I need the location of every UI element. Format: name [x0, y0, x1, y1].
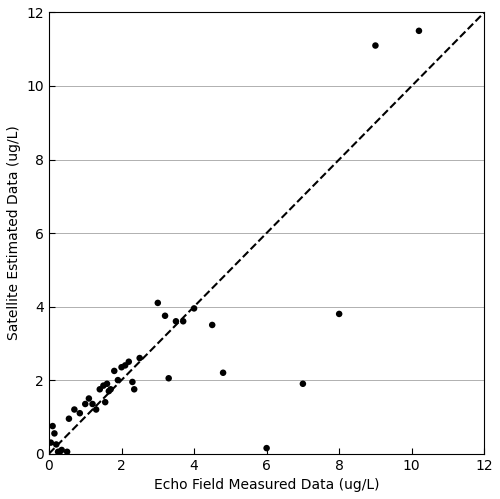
- Point: [85, 395, 93, 403]
- Point: [56, 448, 64, 456]
- Point: [82, 400, 90, 408]
- Point: [125, 358, 133, 366]
- Point: [190, 304, 198, 312]
- Point: [96, 385, 104, 393]
- Point: [154, 299, 162, 307]
- Point: [65, 415, 73, 423]
- Point: [63, 448, 71, 456]
- Point: [179, 317, 187, 325]
- Point: [372, 41, 380, 49]
- Point: [114, 376, 122, 384]
- X-axis label: Echo Field Measured Data (ug/L): Echo Field Measured Data (ug/L): [154, 478, 380, 492]
- Point: [128, 378, 136, 386]
- Point: [415, 27, 423, 35]
- Point: [103, 380, 111, 388]
- Point: [76, 409, 84, 417]
- Point: [335, 310, 343, 318]
- Point: [50, 430, 58, 438]
- Point: [172, 317, 180, 325]
- Point: [136, 354, 143, 362]
- Point: [118, 363, 126, 371]
- Point: [110, 367, 118, 375]
- Point: [52, 441, 60, 449]
- Point: [101, 398, 109, 406]
- Point: [208, 321, 216, 329]
- Point: [164, 374, 172, 382]
- Point: [105, 387, 113, 395]
- Point: [58, 446, 66, 454]
- Y-axis label: Satellite Estimated Data (ug/L): Satellite Estimated Data (ug/L): [7, 126, 21, 340]
- Point: [92, 406, 100, 414]
- Point: [130, 385, 138, 393]
- Point: [100, 382, 108, 390]
- Point: [106, 385, 114, 393]
- Point: [48, 422, 56, 430]
- Point: [47, 439, 55, 447]
- Point: [88, 400, 96, 408]
- Point: [161, 312, 169, 320]
- Point: [299, 380, 307, 388]
- Point: [70, 406, 78, 414]
- Point: [262, 444, 270, 452]
- Point: [219, 369, 227, 377]
- Point: [54, 448, 62, 456]
- Point: [121, 361, 129, 369]
